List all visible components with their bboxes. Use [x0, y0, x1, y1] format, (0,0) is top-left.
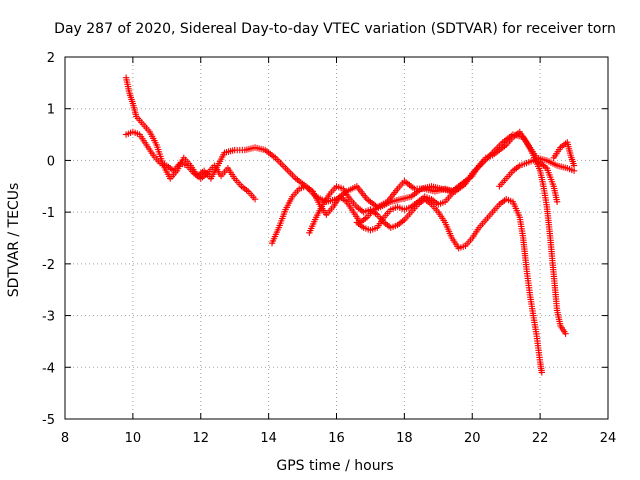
data-point — [538, 369, 546, 376]
data-point — [570, 162, 578, 169]
grid-layer — [65, 57, 608, 419]
chart-title: Day 287 of 2020, Sidereal Day-to-day VTE… — [54, 21, 616, 37]
y-tick-label: -5 — [42, 413, 55, 428]
x-tick-label: 16 — [328, 431, 345, 446]
y-tick-label: -1 — [42, 206, 55, 221]
y-tick-label: -4 — [42, 361, 55, 376]
series-track-b — [122, 128, 259, 203]
series-track-f — [496, 157, 561, 205]
data-layer — [122, 74, 578, 376]
x-tick-label: 20 — [464, 431, 481, 446]
series-track-g — [550, 139, 578, 169]
series-track-e — [353, 128, 569, 337]
y-axis-title: SDTVAR / TECUs — [6, 183, 22, 298]
x-tick-label: 12 — [192, 431, 209, 446]
y-tick-label: 1 — [47, 103, 55, 118]
y-tick-label: -2 — [42, 258, 55, 273]
y-tick-label: -3 — [42, 310, 55, 325]
x-tick-label: 14 — [260, 431, 277, 446]
x-tick-label: 8 — [61, 431, 69, 446]
y-tick-label: 0 — [47, 154, 55, 169]
y-tick-label: 2 — [47, 51, 55, 66]
x-axis-title: GPS time / hours — [276, 458, 393, 474]
x-tick-label: 10 — [125, 431, 142, 446]
data-point — [562, 330, 569, 337]
data-point — [553, 198, 561, 205]
x-tick-label: 22 — [532, 431, 549, 446]
data-point — [251, 196, 259, 203]
x-tick-label: 24 — [600, 431, 617, 446]
x-tick-label: 18 — [396, 431, 413, 446]
